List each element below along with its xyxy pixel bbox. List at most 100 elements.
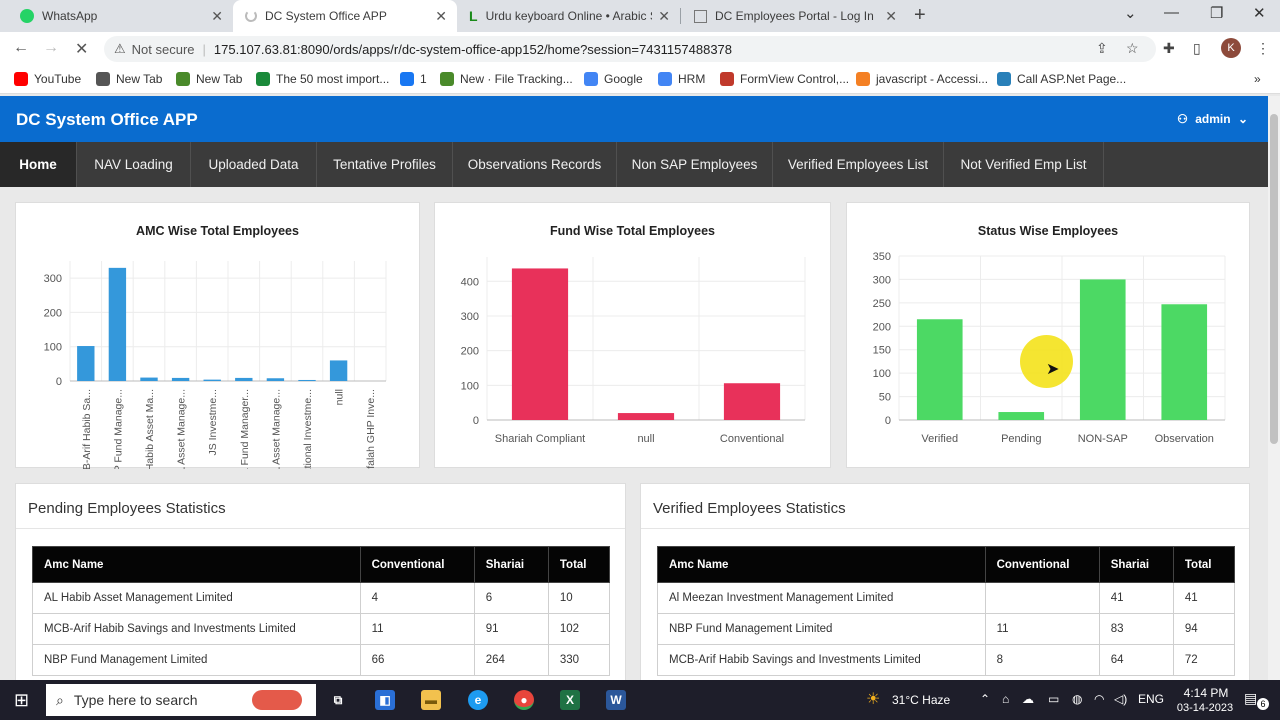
bar — [1161, 304, 1208, 420]
table-row: Al Meezan Investment Management Limited 4… — [657, 582, 1236, 614]
bookmarks-overflow-icon[interactable]: » — [1254, 72, 1261, 86]
close-icon[interactable]: ✕ — [211, 7, 223, 24]
bookmark-item[interactable]: javascript - Accessi... — [856, 72, 988, 86]
menu-item-home[interactable]: Home — [0, 142, 77, 187]
bookmark-item[interactable]: New Tab — [176, 72, 242, 86]
table-cell: 8 — [984, 644, 1100, 676]
extensions-icon[interactable]: ✚ — [1163, 40, 1175, 56]
taskbar-search[interactable]: ⌕ Type here to search — [46, 684, 316, 716]
excel-icon[interactable]: X — [560, 690, 580, 710]
window-close-icon[interactable]: ✕ — [1253, 5, 1266, 22]
scrollbar-thumb[interactable] — [1270, 114, 1278, 444]
language-indicator[interactable]: ENG — [1138, 692, 1165, 706]
share-icon[interactable]: ⇪ — [1096, 40, 1108, 56]
forward-icon[interactable]: → — [43, 39, 59, 56]
chrome-icon[interactable]: ● — [514, 690, 534, 710]
edge-icon[interactable]: e — [468, 690, 488, 710]
new-tab-button[interactable]: + — [914, 4, 926, 26]
x-tick-label: null — [334, 389, 346, 405]
weather-text[interactable]: 31°C Haze — [892, 693, 951, 707]
y-tick-label: 50 — [879, 392, 891, 404]
bookmark-item[interactable]: YouTube — [14, 72, 81, 86]
column-header[interactable]: Shariai — [1098, 546, 1174, 583]
column-header[interactable]: Amc Name — [657, 546, 986, 583]
table-cell: NBP Fund Management Limited — [657, 613, 986, 645]
profile-avatar[interactable]: K — [1221, 38, 1241, 58]
close-icon[interactable]: ✕ — [435, 7, 447, 24]
column-header[interactable]: Total — [1172, 546, 1236, 583]
menu-item-nav-loading[interactable]: NAV Loading — [77, 142, 191, 187]
tab-dc-employees-portal[interactable]: DC Employees Portal - Log In ✕ — [682, 0, 907, 32]
y-tick-label: 200 — [44, 307, 62, 319]
bookmark-item[interactable]: FormView Control,... — [720, 72, 849, 86]
google-icon — [658, 72, 672, 86]
word-icon[interactable]: W — [606, 690, 626, 710]
tab-dc-system-office[interactable]: DC System Office APP ✕ — [233, 0, 457, 32]
battery-icon[interactable]: ▭ — [1048, 692, 1060, 706]
restore-icon[interactable]: ❐ — [1210, 5, 1224, 22]
notifications-icon[interactable]: ▤ — [1244, 690, 1258, 706]
menu-dots-icon[interactable]: ⋮ — [1256, 40, 1270, 56]
back-icon[interactable]: ← — [13, 39, 29, 56]
menu-item-observations-records[interactable]: Observations Records — [453, 142, 617, 187]
tray-arrow-icon[interactable]: ⌃ — [980, 692, 991, 706]
y-tick-label: 300 — [873, 274, 891, 286]
network-icon[interactable]: ⌂ — [1002, 692, 1010, 706]
sidepanel-icon[interactable]: ▯ — [1193, 40, 1201, 56]
tab-whatsapp[interactable]: WhatsApp ✕ — [8, 0, 233, 32]
page-scrollbar[interactable] — [1268, 96, 1280, 680]
y-tick-label: 100 — [44, 342, 62, 354]
bar — [998, 412, 1045, 420]
menu-item-uploaded-data[interactable]: Uploaded Data — [191, 142, 317, 187]
volume-icon[interactable]: ◁) — [1114, 692, 1128, 706]
column-header[interactable]: Amc Name — [32, 546, 361, 583]
column-header[interactable]: Conventional — [984, 546, 1100, 583]
close-icon[interactable]: ✕ — [658, 7, 670, 24]
omnibox[interactable]: ⚠ Not secure | 175.107.63.81:8090/ords/a… — [104, 36, 1156, 62]
bookmark-item[interactable]: The 50 most import... — [256, 72, 389, 86]
column-header[interactable]: Shariai — [473, 546, 549, 583]
onedrive-icon[interactable]: ☁ — [1022, 692, 1034, 706]
close-icon[interactable]: ✕ — [885, 7, 897, 24]
menu-item-verified-employees-list[interactable]: Verified Employees List — [773, 142, 944, 187]
bookmark-item[interactable]: New · File Tracking... — [440, 72, 573, 86]
bookmark-star-icon[interactable]: ☆ — [1126, 40, 1139, 56]
weather-icon[interactable]: ☀ — [866, 691, 881, 708]
windows-start-icon[interactable]: ⊞ — [14, 690, 30, 710]
wifi-icon[interactable]: ◠ — [1094, 692, 1105, 706]
clock-date[interactable]: 03-14-2023 — [1176, 702, 1234, 714]
menu-item-non-sap-employees[interactable]: Non SAP Employees — [617, 142, 773, 187]
bookmark-item[interactable]: Call ASP.Net Page... — [997, 72, 1126, 86]
menu-item-tentative-profiles[interactable]: Tentative Profiles — [317, 142, 453, 187]
bookmark-item[interactable]: Google — [584, 72, 643, 86]
url-text[interactable]: 175.107.63.81:8090/ords/apps/r/dc-system… — [213, 41, 733, 57]
chart-title: AMC Wise Total Employees — [136, 224, 299, 238]
stop-loading-icon[interactable]: ✕ — [75, 41, 89, 58]
table-cell: AL Habib Asset Management Limited — [32, 582, 361, 614]
x-tick-label: HBL Asset Manage... — [176, 389, 188, 469]
store-icon[interactable]: ◧ — [375, 690, 395, 710]
column-header[interactable]: Total — [547, 546, 611, 583]
search-highlight-image — [252, 690, 302, 710]
file-explorer-icon[interactable]: ▬ — [421, 690, 441, 710]
table-cell: 6 — [473, 582, 549, 614]
clock-time[interactable]: 4:14 PM — [1183, 686, 1229, 700]
bookmark-item[interactable]: New Tab — [96, 72, 162, 86]
user-menu[interactable]: ⚇ admin ⌄ — [1177, 112, 1248, 126]
x-tick-label: AL Habib Asset Ma... — [144, 389, 156, 469]
x-tick-label: Pending — [1001, 433, 1041, 445]
status-wise-chart: 0 50 100 150 200 250 300 350 Verified Pending NON-… — [873, 251, 1226, 445]
warning-icon: ⚠ — [114, 41, 126, 56]
table-cell: 10 — [547, 582, 611, 614]
bookmark-item[interactable]: 1 — [400, 72, 427, 86]
bookmark-item[interactable]: HRM — [658, 72, 705, 86]
column-header[interactable]: Conventional — [359, 546, 475, 583]
tab-search-icon[interactable]: ⌄ — [1124, 5, 1137, 22]
app-title[interactable]: DC System Office APP — [16, 110, 198, 129]
tab-urdu-keyboard[interactable]: L Urdu keyboard Online • Arabic S ✕ — [457, 0, 680, 32]
location-icon[interactable]: ◍ — [1072, 692, 1083, 706]
minimize-icon[interactable]: — — [1164, 4, 1179, 21]
menu-item-not-verified-emp-list[interactable]: Not Verified Emp List — [944, 142, 1104, 187]
y-tick-label: 0 — [473, 415, 479, 427]
task-view-icon[interactable]: ⧉ — [333, 693, 343, 707]
